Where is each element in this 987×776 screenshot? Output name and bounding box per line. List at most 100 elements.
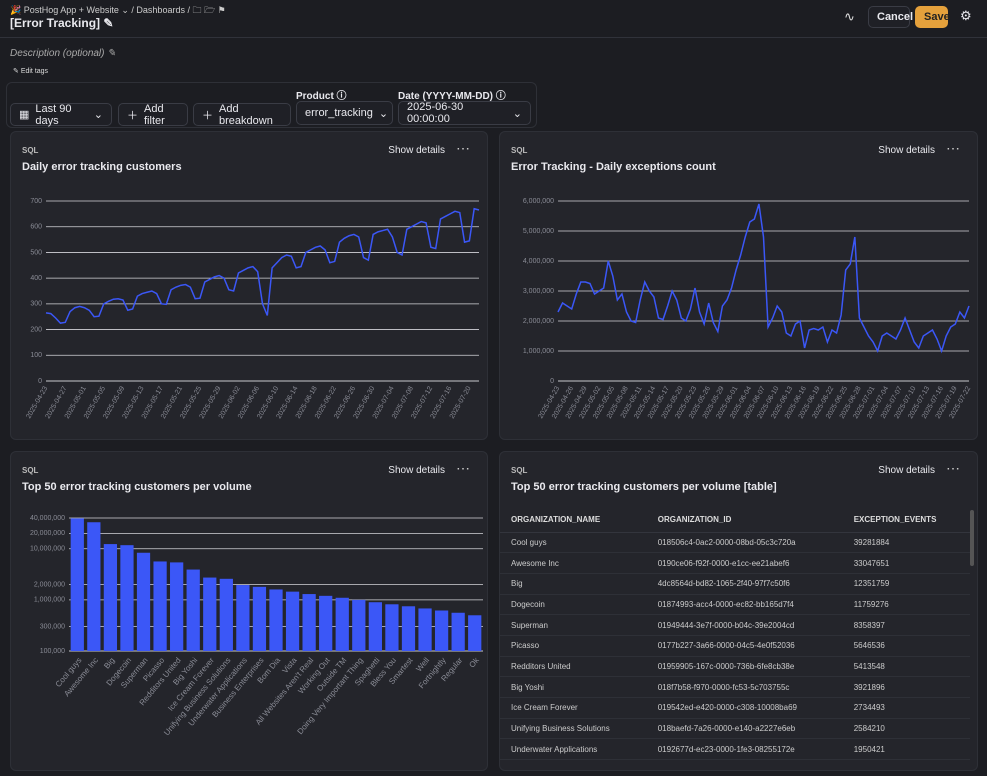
- cancel-button[interactable]: Cancel: [868, 6, 913, 28]
- y-tick-label: 2,000,000: [34, 581, 65, 588]
- crumb[interactable]: PostHog App + Website: [23, 5, 119, 15]
- settings-icon[interactable]: ⚙: [960, 8, 972, 23]
- card-title: Daily error tracking customers: [22, 161, 182, 173]
- table-cell: 12351759: [842, 573, 970, 595]
- table-row: Cool guys 018506c4-0ac2-0000-08bd-05c3c72…: [500, 532, 970, 554]
- bar: [269, 589, 283, 651]
- table-cell: Unifying Business Solutions: [500, 718, 647, 740]
- edit-tags[interactable]: ✎ Edit tags: [13, 68, 49, 75]
- table-cell: Awesome Inc: [500, 552, 647, 574]
- add-filter-text: Add filter: [144, 102, 165, 127]
- y-tick-label: 4,000,000: [523, 258, 554, 265]
- x-tick-label: Big: [102, 656, 116, 671]
- table-cell: Cool guys: [500, 532, 647, 554]
- table-row: Unifying Business Solutions 018baefd-7a26…: [500, 718, 970, 740]
- more-menu[interactable]: ⋯: [946, 460, 961, 476]
- add-breakdown[interactable]: ＋ Add breakdown: [193, 103, 291, 127]
- date-range-text: Last 90 days: [35, 102, 72, 127]
- more-menu[interactable]: ⋯: [456, 460, 471, 476]
- y-tick-label: 300: [30, 301, 42, 308]
- table-cell: 33047651: [842, 552, 970, 574]
- filter-bar: [6, 82, 537, 128]
- column-header: ORGANIZATION_NAME: [500, 508, 647, 533]
- dashboard-title[interactable]: [Error Tracking] ✎: [10, 16, 114, 30]
- table-cell: 0177b227-3a66-0000-04c5-4e0f52036: [646, 635, 843, 657]
- bar: [451, 612, 465, 651]
- card-title: Top 50 error tracking customers per volu…: [511, 481, 777, 493]
- y-tick-label: 100: [30, 352, 42, 359]
- divider: [0, 37, 987, 38]
- y-tick-label: 400: [30, 275, 42, 282]
- table-cell: Picasso: [500, 635, 647, 657]
- column-header: ORGANIZATION_ID: [646, 508, 843, 533]
- date-range[interactable]: ▦ Last 90 days ⌄: [10, 102, 112, 127]
- y-tick-label: 3,000,000: [523, 288, 554, 295]
- description-text: Description (optional): [10, 48, 105, 59]
- bar: [120, 545, 134, 651]
- bar: [170, 562, 184, 651]
- table-row: Redditors United 01959905-167c-0000-736b-…: [500, 656, 970, 678]
- more-menu[interactable]: ⋯: [456, 140, 471, 156]
- label-text: Product: [296, 91, 334, 102]
- activity-icon[interactable]: ∿: [844, 9, 855, 24]
- more-menu[interactable]: ⋯: [946, 140, 961, 156]
- add-filter[interactable]: ＋ Add filter: [118, 102, 188, 127]
- variable-select[interactable]: error_tracking ⌄: [296, 101, 393, 125]
- table-cell: 1950421: [842, 738, 970, 761]
- show-details[interactable]: Show details: [388, 145, 445, 156]
- bar: [401, 606, 416, 651]
- save-button[interactable]: Save: [915, 6, 950, 28]
- table-cell: 8358397: [842, 614, 970, 636]
- table-cell: 5646536: [842, 635, 970, 657]
- y-tick-label: 0: [38, 378, 42, 385]
- select-text: error_tracking: [305, 107, 373, 119]
- table-row: Superman 01949444-3e7f-0000-b04c-39e2004c…: [500, 614, 970, 636]
- variable-label: Product ⓘ: [296, 91, 347, 102]
- table-cell: Big: [500, 573, 647, 595]
- chart: 01002003004005006007002025-04-232025-04-…: [25, 198, 480, 420]
- bar: [352, 599, 366, 651]
- table-cell: Dogecoin: [500, 594, 647, 616]
- y-tick-label: 2,000,000: [523, 318, 554, 325]
- bar: [434, 610, 449, 651]
- chart: 0 1,000,000 2,000,000 3,000,000 4,000,000 5,0…: [523, 198, 973, 420]
- table-row: Ice Cream Forever 019542ed-e420-0000-c308…: [500, 697, 970, 719]
- insight-card: SQL Show details ⋯ Error Tracking - Daily e…: [499, 131, 978, 440]
- description[interactable]: Description (optional) ✎: [10, 48, 116, 59]
- variable-select[interactable]: 2025-06-30 00:00:00 ⌄: [398, 101, 531, 125]
- bar: [103, 544, 118, 651]
- table-cell: 11759276: [842, 594, 970, 616]
- table-row: Awesome Inc 0190ce06-f92f-0000-e1cc-ee21a…: [500, 552, 970, 574]
- y-tick-label: 500: [30, 249, 42, 256]
- show-details[interactable]: Show details: [878, 465, 935, 476]
- table-cell: 4dc8564d-bd82-1065-2f40-97f7c50f6: [646, 573, 843, 595]
- data-table: ORGANIZATION_NAME ORGANIZATION_ID EXCEPTIO…: [500, 508, 970, 761]
- y-tick-label: 600: [30, 224, 42, 231]
- select-text: 2025-06-30 00:00:00: [407, 101, 464, 125]
- table-cell: 018baefd-7a26-0000-e140-a2227e6eb: [646, 718, 843, 740]
- label-text: Date (YYYY-MM-DD): [398, 91, 494, 102]
- bar: [186, 569, 200, 651]
- y-tick-label: 0: [550, 378, 554, 385]
- table-cell: 018506c4-0ac2-0000-08bd-05c3c720a: [646, 532, 843, 554]
- table-cell: 2584210: [842, 718, 970, 740]
- table-cell: 0192677d-ec23-0000-1fe3-08255172e: [646, 738, 843, 761]
- query-kind: SQL: [22, 466, 39, 475]
- edit-tags-text: Edit tags: [20, 68, 49, 75]
- data-line: [557, 203, 970, 354]
- query-kind: SQL: [511, 466, 528, 475]
- insight-card: SQL Show details ⋯ Top 50 error tracking cu…: [499, 451, 978, 771]
- bar: [385, 604, 399, 651]
- column-header: EXCEPTION_EVENTS: [842, 508, 970, 533]
- y-tick-label: 40,000,000: [30, 515, 65, 522]
- show-details[interactable]: Show details: [388, 465, 445, 476]
- bar: [87, 522, 101, 651]
- show-details[interactable]: Show details: [878, 145, 935, 156]
- card-title: Error Tracking - Daily exceptions count: [511, 161, 716, 173]
- table-cell: 2734493: [842, 697, 970, 719]
- crumb[interactable]: Dashboards: [136, 5, 185, 15]
- bar: [468, 615, 482, 651]
- bar: [368, 602, 382, 651]
- y-tick-label: 100,000: [40, 648, 65, 655]
